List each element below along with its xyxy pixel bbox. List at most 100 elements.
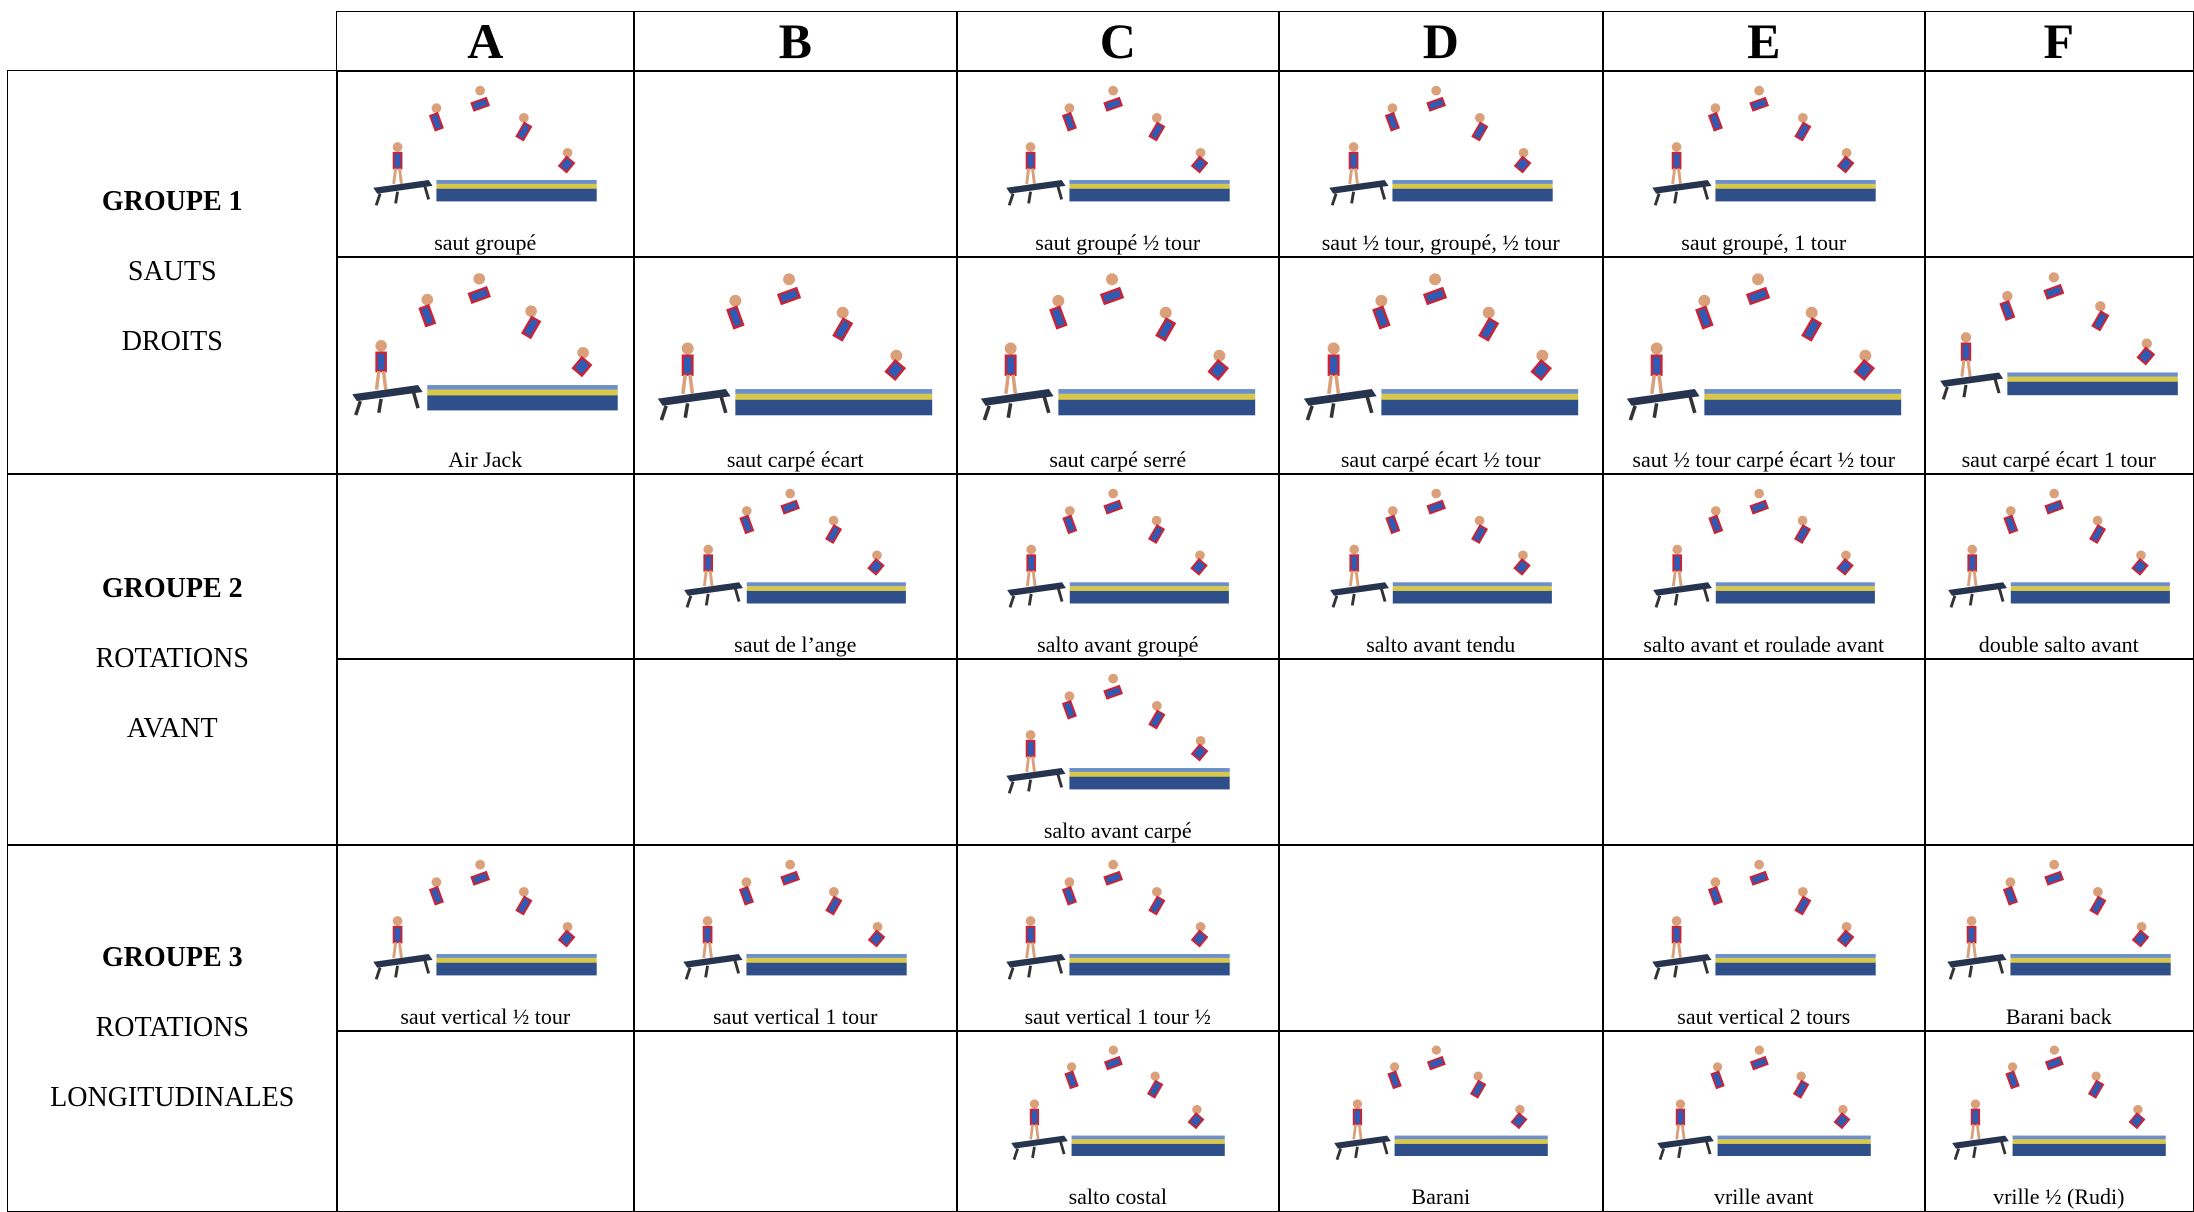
illustration (1621, 265, 1907, 432)
illustration (369, 79, 602, 215)
cell: saut groupé (336, 70, 635, 258)
caption: saut carpé écart (726, 446, 864, 472)
group-title: GROUPE 2 (101, 573, 243, 605)
caption: vrille ½ (Rudi) (1993, 1183, 2125, 1209)
caption: salto avant carpé (1043, 817, 1192, 843)
caption: saut carpé écart 1 tour (1961, 446, 2156, 472)
illustration (1324, 79, 1557, 215)
caption: saut de l’ange (734, 631, 857, 657)
caption: saut groupé, 1 tour (1681, 229, 1847, 255)
illustration (1943, 482, 2174, 617)
cell (633, 1030, 958, 1212)
illustration (975, 265, 1261, 432)
cell: saut carpé serré (956, 256, 1280, 475)
cell: saut vertical 1 tour (633, 844, 958, 1032)
cell: saut groupé, 1 tour (1602, 70, 1926, 258)
group-title: GROUPE 1 (101, 186, 243, 218)
caption: saut vertical 1 tour ½ (1024, 1003, 1211, 1029)
illustration (1001, 79, 1234, 215)
caption: salto avant groupé (1037, 631, 1199, 657)
cell (1278, 844, 1604, 1032)
cell: salto costal (956, 1030, 1280, 1212)
cell: salto avant groupé (956, 473, 1280, 660)
cell (633, 70, 958, 258)
caption: Air Jack (448, 446, 523, 472)
cell: saut carpé écart 1 tour (1924, 256, 2194, 475)
caption: double salto avant (1978, 631, 2139, 657)
illustration (347, 265, 624, 427)
caption: saut vertical 1 tour (713, 1003, 878, 1029)
cell: vrille avant (1602, 1030, 1926, 1212)
cell: saut vertical ½ tour (336, 844, 635, 1032)
caption: saut groupé (434, 229, 537, 255)
group-label: GROUPE 3 ROTATIONS LONGITUDINALES (7, 844, 338, 1212)
group-line: DROITS (121, 326, 223, 358)
illustration (1298, 265, 1584, 432)
cell: Barani back (1924, 844, 2194, 1032)
caption: vrille avant (1713, 1183, 1814, 1209)
illustration (1002, 482, 1233, 617)
caption: saut vertical ½ tour (400, 1003, 571, 1029)
cell: saut vertical 1 tour ½ (956, 844, 1280, 1032)
group-line: SAUTS (127, 256, 217, 288)
column-header: E (1602, 11, 1926, 72)
cell: Barani (1278, 1030, 1604, 1212)
group-title: GROUPE 3 (101, 941, 243, 973)
caption: saut vertical 2 tours (1677, 1003, 1851, 1029)
caption: Barani back (2005, 1003, 2112, 1029)
cell: saut ½ tour carpé écart ½ tour (1602, 256, 1926, 475)
group-line: ROTATIONS (95, 643, 249, 675)
cell (1602, 658, 1926, 846)
illustration (1647, 79, 1880, 215)
illustration (680, 482, 911, 617)
column-header: F (1924, 11, 2194, 72)
caption: saut ½ tour carpé écart ½ tour (1632, 446, 1896, 472)
illustration (679, 853, 912, 989)
group-label: GROUPE 2 ROTATIONS AVANT (7, 473, 338, 846)
cell: vrille ½ (Rudi) (1924, 1030, 2194, 1212)
cell: salto avant tendu (1278, 473, 1604, 660)
cell: saut carpé écart (633, 256, 958, 475)
illustration (1329, 1039, 1552, 1169)
illustration (1006, 1039, 1229, 1169)
illustration (1647, 853, 1880, 989)
illustration (1001, 667, 1234, 803)
illustration (1652, 1039, 1875, 1169)
caption: saut carpé serré (1049, 446, 1187, 472)
column-header: B (633, 11, 958, 72)
caption: saut groupé ½ tour (1035, 229, 1201, 255)
illustration (369, 853, 602, 989)
illustration (652, 265, 938, 432)
illustration (1942, 853, 2175, 989)
cell: double salto avant (1924, 473, 2194, 660)
cell: salto avant et roulade avant (1602, 473, 1926, 660)
caption: salto avant tendu (1366, 631, 1516, 657)
illustration (1648, 482, 1879, 617)
illustration (1935, 265, 2183, 410)
cell (1924, 70, 2194, 258)
group-label: GROUPE 1 SAUTS DROITS (7, 70, 338, 475)
cell (1278, 658, 1604, 846)
illustration (1001, 853, 1234, 989)
cell: Air Jack (336, 256, 635, 475)
group-line: AVANT (126, 713, 218, 745)
cell (336, 658, 635, 846)
caption: saut ½ tour, groupé, ½ tour (1321, 229, 1560, 255)
cell (336, 1030, 635, 1212)
cell: saut carpé écart ½ tour (1278, 256, 1604, 475)
column-header: A (336, 11, 635, 72)
cell: saut ½ tour, groupé, ½ tour (1278, 70, 1604, 258)
caption: salto avant et roulade avant (1643, 631, 1885, 657)
illustration (1325, 482, 1556, 617)
group-line: ROTATIONS (95, 1011, 249, 1043)
cell: salto avant carpé (956, 658, 1280, 846)
caption: Barani (1411, 1183, 1471, 1209)
cell: saut groupé ½ tour (956, 70, 1280, 258)
cell (1924, 658, 2194, 846)
illustration (1947, 1039, 2170, 1169)
cell (336, 473, 635, 660)
caption: salto costal (1068, 1183, 1167, 1209)
cell: saut de l’ange (633, 473, 958, 660)
cell (633, 658, 958, 846)
